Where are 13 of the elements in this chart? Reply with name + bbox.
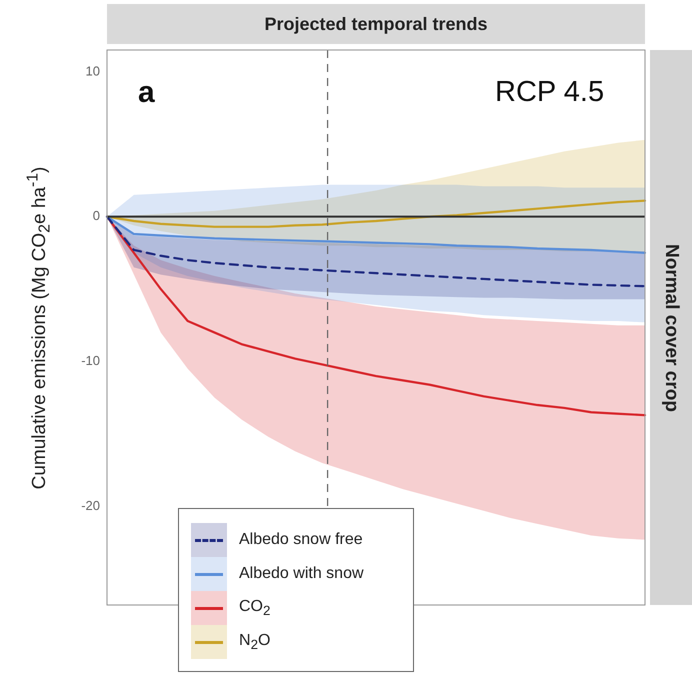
legend-label: Albedo with snow <box>239 565 364 583</box>
line-series <box>106 216 646 288</box>
text: Normal cover crop <box>660 244 682 412</box>
legend-label: N$_{2}$O <box>239 632 270 652</box>
y-tick-label: 10 <box>86 63 100 78</box>
chart-title: Projected temporal trends <box>107 4 645 44</box>
y-tick-label: -10 <box>81 353 100 368</box>
annotation: a <box>138 76 155 109</box>
y-tick-label: 0 <box>92 208 100 224</box>
legend-label: CO$_{2}$ <box>239 598 270 618</box>
y-tick-label: -20 <box>81 498 100 514</box>
annotation: RCP 4.5 <box>495 76 604 108</box>
legend-label: Albedo snow free <box>239 531 363 549</box>
